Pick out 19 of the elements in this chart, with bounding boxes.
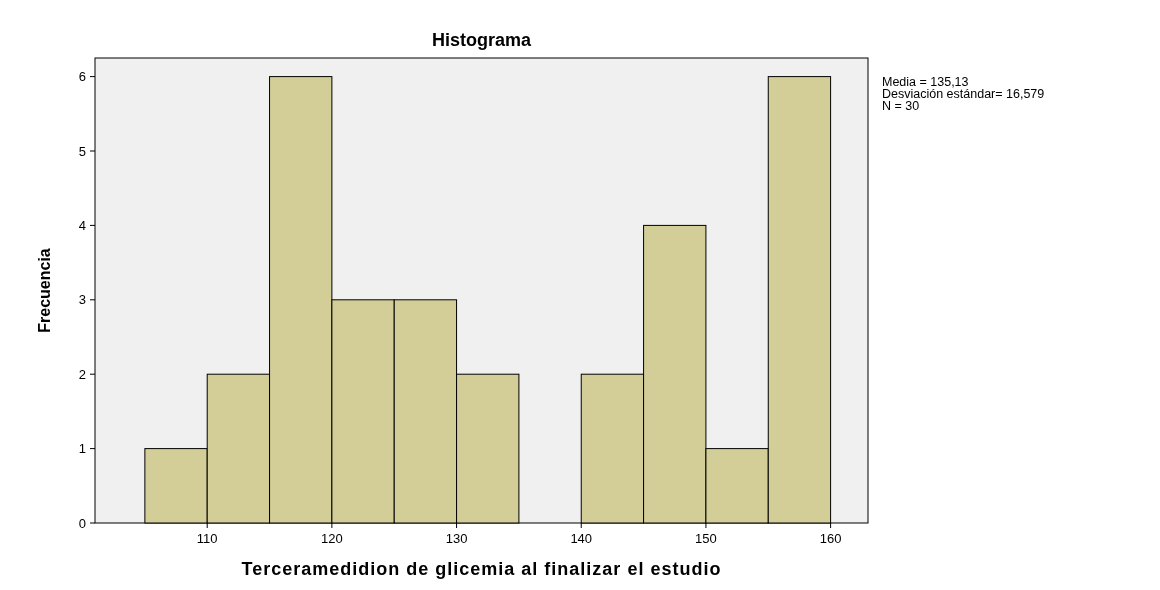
text: Desviación estándar= 16,579 [882, 87, 1045, 101]
x-tick-label: 150 [695, 531, 717, 546]
y-tick-label: 6 [78, 69, 86, 85]
x-tick-label: 110 [196, 531, 218, 546]
y-tick-label: 2 [78, 366, 86, 382]
x-axis-title: Terceramedidion de glicemia al finalizar el estudio [241, 559, 722, 579]
y-tick-label: 3 [78, 292, 86, 308]
y-tick-label: 1 [78, 441, 86, 457]
x-tick-label: 120 [321, 531, 343, 546]
text: N = 30 [882, 99, 920, 113]
y-axis-title: Frecuencia [36, 248, 53, 333]
y-tick-label: 4 [78, 217, 86, 233]
x-tick-label: 130 [445, 531, 468, 546]
y-tick-label: 0 [78, 515, 86, 531]
text: Media = 135,13 [882, 75, 969, 89]
x-tick-label: 160 [819, 531, 842, 546]
y-tick-label: 5 [78, 143, 86, 159]
chart-title: Histograma [431, 30, 532, 50]
x-tick-label: 140 [570, 531, 593, 546]
